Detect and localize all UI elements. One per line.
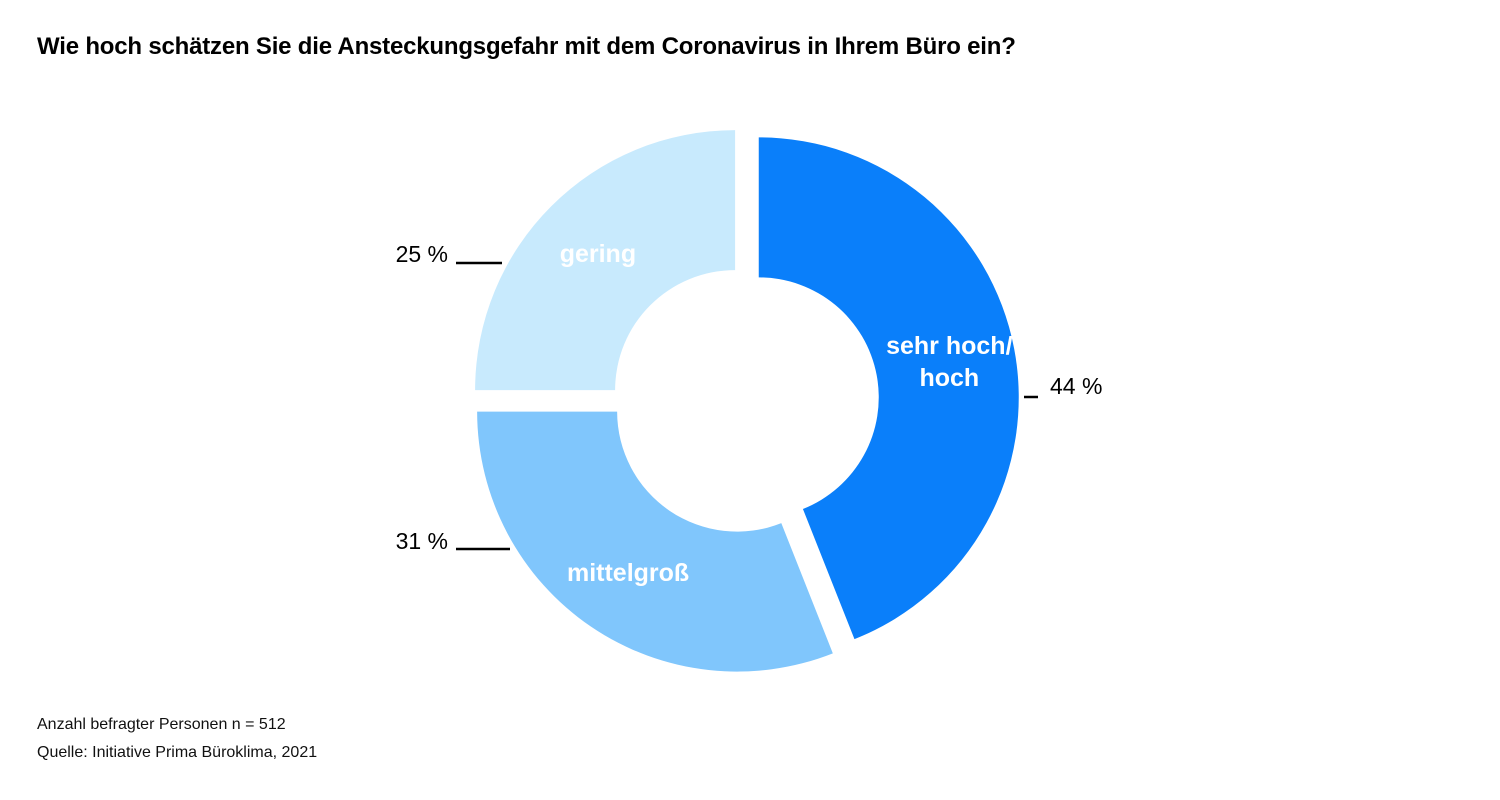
respondents-note: Anzahl befragter Personen n = 512	[37, 716, 286, 733]
slice-label-medium: mittelgroß	[567, 559, 689, 587]
value-label-medium: 31 %	[396, 528, 448, 554]
source-note: Quelle: Initiative Prima Büroklima, 2021	[37, 744, 318, 761]
donut-slice-high	[758, 137, 1019, 640]
chart-title: Wie hoch schätzen Sie die Ansteckungsgef…	[37, 33, 1016, 60]
donut-labels: sehr hoch/hoch 44 % mittelgroß 31 % gering 25…	[396, 240, 1103, 587]
donut-slice-medium	[477, 411, 833, 672]
donut-slice-low	[475, 130, 736, 391]
slice-label-high: sehr hoch/hoch	[886, 332, 1012, 392]
value-label-high: 44 %	[1050, 373, 1102, 399]
donut-slices	[475, 130, 1019, 672]
slice-label-low: gering	[560, 240, 636, 268]
value-label-low: 25 %	[396, 241, 448, 267]
